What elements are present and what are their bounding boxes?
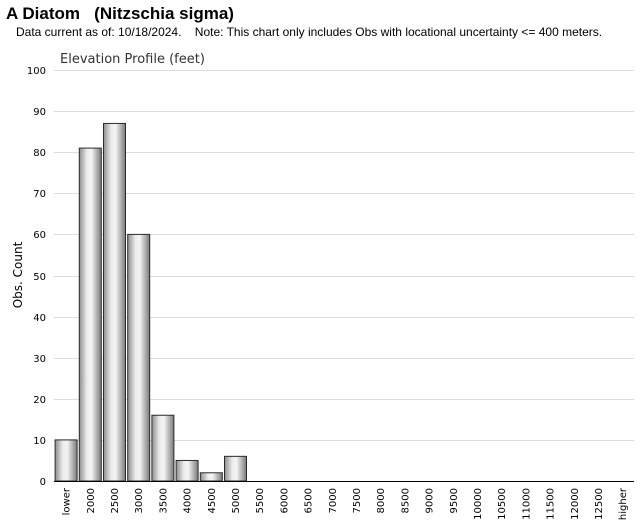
bar-4000[interactable]: [175, 459, 199, 482]
x-tick-label: 3500: [158, 488, 169, 513]
grid-lines: [54, 70, 634, 441]
x-tick-label: 6500: [304, 488, 315, 513]
x-tick-label: 3000: [134, 488, 145, 513]
x-tick-label: 5000: [231, 488, 242, 513]
y-tick-label: 90: [33, 107, 46, 118]
y-tick-label: 50: [33, 272, 46, 283]
y-tick-label: 40: [33, 313, 46, 324]
x-tick-label: 8000: [376, 488, 387, 513]
bar-5000[interactable]: [224, 455, 247, 482]
y-tick-label: 100: [27, 66, 46, 77]
y-tick-label: 60: [33, 230, 46, 241]
x-tick-label: 12000: [570, 488, 581, 520]
x-tick-label: higher: [618, 487, 629, 520]
x-tick-label: 2000: [86, 488, 97, 513]
bars: [54, 122, 247, 482]
bar-3000[interactable]: [127, 233, 151, 482]
x-tick-labels: lower 2000 2500 3000 3500 4000 4500 5000 5500 600…: [62, 487, 630, 520]
x-tick-label: 9000: [425, 488, 436, 513]
x-tick-label: 4500: [207, 488, 218, 513]
y-tick-label: 80: [33, 148, 46, 159]
x-tick-label: 10500: [497, 488, 508, 520]
y-axis-label: Obs. Count: [11, 241, 25, 308]
bar-4500[interactable]: [199, 472, 223, 482]
x-tick-label: 5500: [255, 488, 266, 513]
bar-2500[interactable]: [103, 122, 126, 482]
x-tick-label: 7500: [352, 488, 363, 513]
x-tick-label: 7000: [328, 488, 339, 513]
x-tick-label: 12500: [594, 488, 605, 520]
x-tick-label: 11500: [546, 488, 557, 520]
x-tick-label: 4000: [183, 488, 194, 513]
data-note: Data current as of: 10/18/2024. Note: Th…: [16, 25, 603, 39]
x-tick-label: lower: [62, 487, 73, 515]
y-tick-label: 70: [33, 189, 46, 200]
page-title: A Diatom (Nitzschia sigma): [6, 4, 234, 23]
x-tick-label: 8500: [400, 488, 411, 513]
bar-3500[interactable]: [151, 414, 175, 482]
x-tick-label: 6000: [279, 488, 290, 513]
x-tick-label: 2500: [110, 488, 121, 513]
y-tick-label: 30: [33, 354, 46, 365]
chart-title: Elevation Profile (feet): [60, 52, 205, 67]
x-tick-label: 10000: [473, 488, 484, 520]
bar-lower[interactable]: [54, 439, 78, 482]
y-tick-label: 20: [33, 395, 46, 406]
y-tick-label: 0: [40, 477, 46, 488]
bar-2000[interactable]: [78, 147, 102, 482]
y-tick-labels: 0 10 20 30 40 50 60 70 80 90 100: [27, 66, 46, 488]
x-tick-label: 11000: [521, 488, 532, 520]
x-tick-label: 9500: [449, 488, 460, 513]
y-tick-label: 10: [33, 436, 46, 447]
